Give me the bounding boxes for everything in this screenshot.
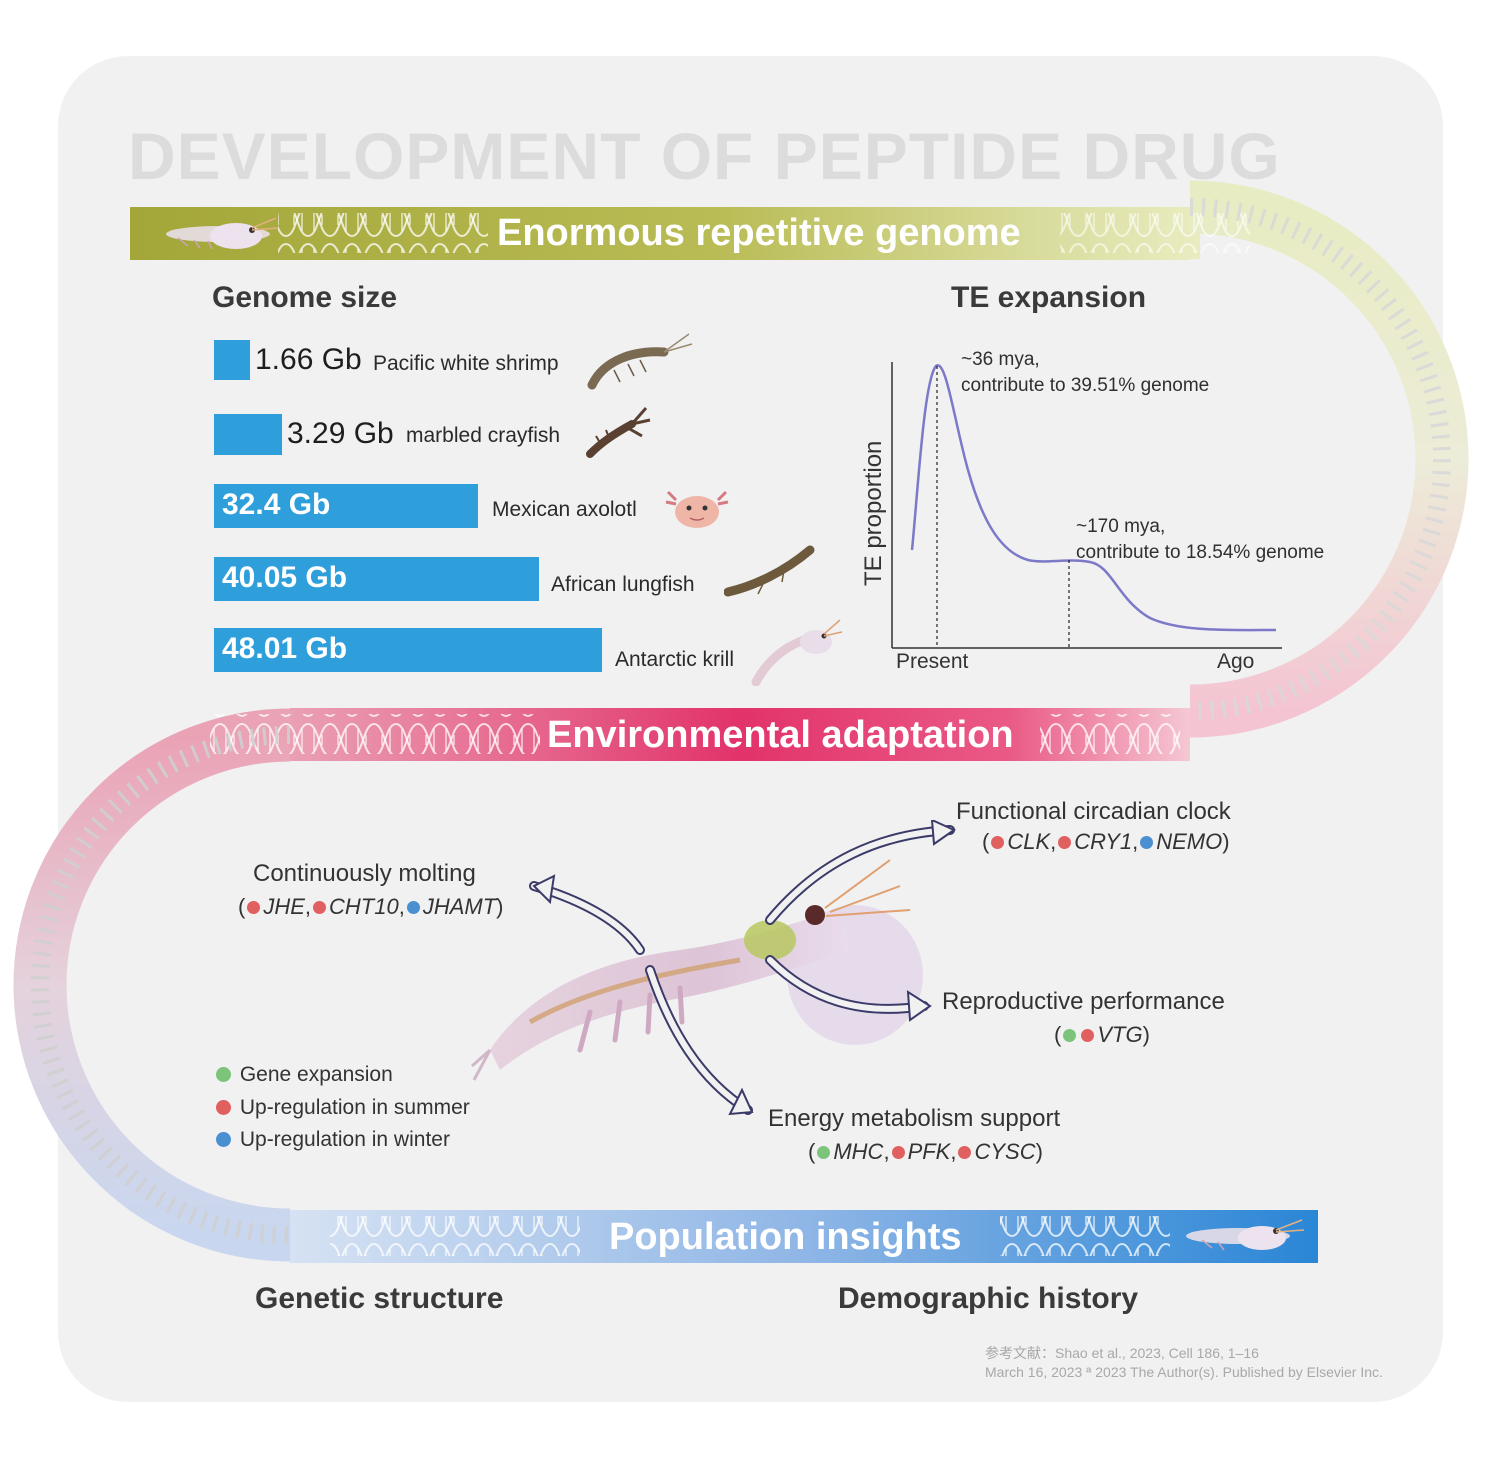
clock-genes: (CLK, CRY1, NEMO) [982, 829, 1230, 854]
krill-icon [1186, 1219, 1305, 1251]
legend-item: Up-regulation in winter [214, 1128, 450, 1152]
legend-item: Up-regulation in summer [214, 1096, 470, 1120]
summer-dot [958, 1146, 972, 1160]
te-xlabel-ago: Ago [1217, 650, 1255, 673]
te-expansion-plot [891, 362, 1282, 649]
peak2-annotation-line1: ~170 mya, [1076, 516, 1166, 537]
genome-bar-value: 32.4 Gb [222, 488, 331, 521]
arrow-icon [645, 965, 753, 1115]
crayfish-icon [586, 407, 651, 458]
summer-dot [1058, 836, 1072, 850]
expansion-dot [817, 1146, 831, 1160]
clock-label: Functional circadian clock [956, 798, 1231, 825]
species-name: Antarctic krill [615, 648, 735, 671]
species-name: African lungfish [551, 573, 695, 596]
genome-bar-value: 3.29 Gb [287, 417, 394, 450]
energy-label: Energy metabolism support [768, 1105, 1061, 1132]
shrimp-icon [587, 333, 693, 390]
te-xlabel-present: Present [896, 650, 969, 673]
genome-bar-value: 40.05 Gb [222, 561, 348, 594]
winter-dot [406, 901, 420, 915]
peak1-annotation-line1: ~36 mya, [961, 349, 1040, 370]
reference: 参考文献：Shao et al., 2023, Cell 186, 1–16 [985, 1345, 1259, 1361]
dna-helix-icon [330, 1216, 580, 1256]
genome-bar [214, 628, 602, 672]
te-expansion-title: TE expansion [951, 281, 1147, 314]
summer-dot [247, 901, 261, 915]
summer-dot [891, 1146, 905, 1160]
te-curve [910, 364, 1277, 632]
winter-dot [1140, 836, 1154, 850]
lungfish-icon [724, 545, 815, 597]
legend-item: Gene expansion [214, 1063, 393, 1087]
expansion-dot [1063, 1029, 1077, 1043]
energy-genes: (MHC, PFK, CYSC) [808, 1139, 1043, 1164]
genome-bar-value: 48.01 Gb [222, 632, 348, 665]
demographic-history-title: Demographic history [838, 1282, 1139, 1315]
genome-size-title: Genome size [212, 281, 398, 314]
species-name: Pacific white shrimp [373, 352, 559, 375]
legend-dot [216, 1067, 231, 1083]
repro-genes: (VTG) [1054, 1022, 1150, 1047]
repro-label: Reproductive performance [942, 988, 1225, 1015]
copyright: March 16, 2023 ª 2023 The Author(s). Pub… [985, 1364, 1383, 1380]
krill-icon [751, 619, 842, 686]
genome-bar [214, 557, 539, 601]
axolotl-icon [665, 490, 729, 528]
genome-bar [214, 414, 282, 455]
genome-bar-value: 1.66 Gb [255, 343, 362, 376]
species-name: Mexican axolotl [492, 498, 637, 521]
dna-helix-icon [278, 213, 488, 253]
legend-dot [216, 1132, 231, 1148]
arrow-icon [765, 825, 955, 925]
te-ylabel: TE proportion [860, 440, 887, 586]
peak1-annotation-line2: contribute to 39.51% genome [961, 375, 1210, 396]
dna-helix-icon [1000, 1216, 1170, 1256]
molting-label: Continuously molting [253, 860, 476, 887]
summer-dot [1081, 1029, 1095, 1043]
dna-helix-icon [1040, 714, 1180, 754]
peak2-annotation-line2: contribute to 18.54% genome [1076, 542, 1325, 563]
band-title-environment: Environmental adaptation [547, 714, 1014, 756]
dna-helix-icon [1060, 213, 1250, 253]
band-title-population: Population insights [609, 1216, 962, 1258]
molting-genes: (JHE, CHT10, JHAMT) [238, 894, 504, 919]
species-name: marbled crayfish [406, 424, 561, 447]
dna-helix-icon [210, 714, 540, 754]
page-title: DEVELOPMENT OF PEPTIDE DRUG [128, 119, 1281, 193]
band-title-genome: Enormous repetitive genome [497, 212, 1021, 254]
legend-dot [216, 1100, 231, 1116]
genome-bar [214, 340, 250, 380]
genetic-structure-title: Genetic structure [255, 1282, 504, 1315]
genome-bar [214, 484, 478, 528]
krill-icon [166, 217, 279, 250]
summer-dot [313, 901, 327, 915]
summer-dot [991, 836, 1005, 850]
arrow-group [529, 820, 957, 1116]
